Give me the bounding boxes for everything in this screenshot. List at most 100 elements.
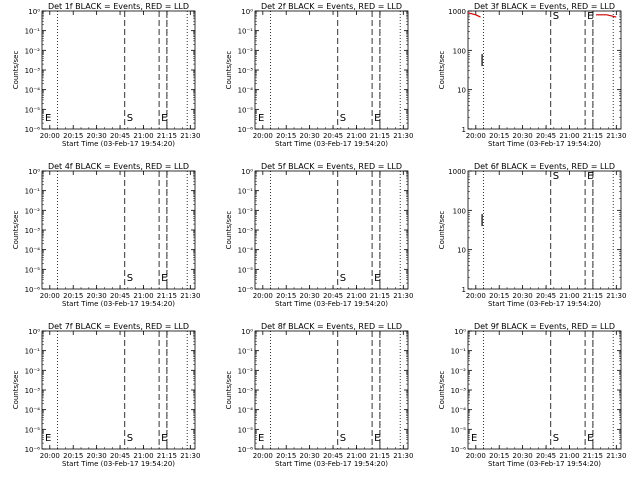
plot-frame xyxy=(467,170,622,290)
event-marker: E xyxy=(587,433,593,444)
x-tick-label: 21:30 xyxy=(606,132,626,140)
x-tick-label: 21:15 xyxy=(370,452,390,460)
x-tick-label: 20:45 xyxy=(323,452,343,460)
plot-title: Det 2f BLACK = Events, RED = LLD xyxy=(261,2,402,11)
x-tick-label: 21:15 xyxy=(370,292,390,300)
x-tick-label: 21:30 xyxy=(180,452,200,460)
x-tick-label: 20:45 xyxy=(323,292,343,300)
x-tick-label: 20:00 xyxy=(40,132,60,140)
x-tick-label: 20:00 xyxy=(253,132,273,140)
x-tick-label: 20:30 xyxy=(300,452,320,460)
x-tick-label: 21:00 xyxy=(559,292,579,300)
x-axis-label: Start Time (03-Feb-17 19:54:20) xyxy=(62,460,175,468)
x-tick-label: 21:30 xyxy=(180,292,200,300)
y-tick-label: 10⁰ xyxy=(241,168,253,176)
x-tick-label: 21:30 xyxy=(606,452,626,460)
y-tick-label: 1000 xyxy=(448,8,466,16)
y-axis-label: Counts/sec xyxy=(225,211,233,250)
event-marker: E xyxy=(161,433,167,444)
y-tick-label: 10⁻⁴ xyxy=(25,407,41,415)
y-tick-label: 10⁻⁵ xyxy=(25,266,41,274)
y-tick-label: 10⁻⁵ xyxy=(25,426,41,434)
plot-title: Det 9f BLACK = Events, RED = LLD xyxy=(474,322,615,331)
x-tick-label: 20:00 xyxy=(466,452,486,460)
y-tick-label: 10⁻¹ xyxy=(25,188,41,196)
plot-panel: Det 3f BLACK = Events, RED = LLD 1 10 100 10… xyxy=(438,2,626,148)
x-tick-label: 20:15 xyxy=(489,292,509,300)
y-axis-label: Counts/sec xyxy=(438,51,446,90)
plot-panel: Det 6f BLACK = Events, RED = LLD 1 10 100 10… xyxy=(438,162,626,308)
y-tick-label: 10⁰ xyxy=(28,168,40,176)
x-tick-label: 20:45 xyxy=(536,132,556,140)
x-tick-label: 21:00 xyxy=(346,452,366,460)
y-tick-label: 1 xyxy=(462,126,466,134)
y-axis-label: Counts/sec xyxy=(438,211,446,250)
y-tick-label: 10⁻⁴ xyxy=(451,407,467,415)
y-tick-label: 10⁻³ xyxy=(238,67,254,75)
y-tick-label: 10⁻³ xyxy=(238,227,254,235)
plot-title: Det 5f BLACK = Events, RED = LLD xyxy=(261,162,402,171)
x-tick-label: 21:30 xyxy=(180,132,200,140)
y-tick-label: 10⁻¹ xyxy=(25,348,41,356)
y-tick-label: 10⁻³ xyxy=(238,387,254,395)
y-tick-label: 10⁰ xyxy=(241,8,253,16)
y-tick-label: 10⁻¹ xyxy=(238,188,254,196)
y-tick-label: 10⁻³ xyxy=(25,227,41,235)
plot-panel: Det 2f BLACK = Events, RED = LLD 10⁻⁶ 10⁻⁵… xyxy=(225,2,413,148)
x-tick-label: 20:45 xyxy=(536,292,556,300)
x-tick-label: 20:45 xyxy=(110,292,130,300)
x-tick-label: 20:00 xyxy=(40,292,60,300)
x-tick-label: 21:15 xyxy=(157,452,177,460)
x-tick-label: 20:15 xyxy=(63,452,83,460)
event-marker: E xyxy=(374,113,380,124)
x-tick-label: 20:45 xyxy=(323,132,343,140)
x-axis-label: Start Time (03-Feb-17 19:54:20) xyxy=(488,460,601,468)
y-axis-label: Counts/sec xyxy=(225,371,233,410)
event-marker: S xyxy=(553,433,559,444)
x-tick-label: 20:15 xyxy=(276,292,296,300)
y-tick-label: 10⁻⁶ xyxy=(25,286,41,294)
x-tick-label: 21:15 xyxy=(157,132,177,140)
plot-frame xyxy=(467,330,622,450)
y-tick-label: 10⁻² xyxy=(238,207,254,215)
y-tick-label: 10⁰ xyxy=(241,328,253,336)
event-marker: E xyxy=(45,113,51,124)
y-tick-label: 1 xyxy=(462,286,466,294)
y-tick-label: 10⁻¹ xyxy=(238,28,254,36)
plot-frame xyxy=(41,10,196,130)
y-tick-label: 10⁻² xyxy=(451,367,467,375)
event-marker: E xyxy=(587,11,593,22)
y-tick-label: 100 xyxy=(453,207,466,215)
y-tick-label: 10⁻⁶ xyxy=(25,126,41,134)
x-tick-label: 20:15 xyxy=(63,132,83,140)
y-tick-label: 10⁻⁴ xyxy=(238,407,254,415)
x-tick-label: 21:00 xyxy=(133,132,153,140)
x-tick-label: 20:45 xyxy=(110,132,130,140)
plot-panel: Det 5f BLACK = Events, RED = LLD 10⁻⁶ 10⁻⁵… xyxy=(225,162,413,308)
event-marker: S xyxy=(340,113,346,124)
plot-panel: Det 9f BLACK = Events, RED = LLD 10⁻⁶ 10⁻⁵… xyxy=(438,322,626,468)
x-tick-label: 20:00 xyxy=(253,452,273,460)
y-tick-label: 10⁻⁴ xyxy=(25,87,41,95)
event-marker: E xyxy=(471,433,477,444)
event-marker: E xyxy=(374,433,380,444)
y-tick-label: 10⁻⁵ xyxy=(451,426,467,434)
plot-panel: Det 1f BLACK = Events, RED = LLD 10⁻⁶ 10⁻⁵… xyxy=(12,2,200,148)
x-tick-label: 20:00 xyxy=(40,452,60,460)
event-marker: E xyxy=(45,433,51,444)
y-tick-label: 10⁻⁶ xyxy=(238,286,254,294)
x-tick-label: 21:00 xyxy=(133,452,153,460)
x-axis-label: Start Time (03-Feb-17 19:54:20) xyxy=(488,140,601,148)
event-marker: S xyxy=(553,171,559,182)
series-line xyxy=(596,14,617,18)
x-tick-label: 20:00 xyxy=(253,292,273,300)
event-marker: E xyxy=(587,171,593,182)
x-tick-label: 21:30 xyxy=(606,292,626,300)
y-tick-label: 10⁻⁵ xyxy=(238,426,254,434)
y-tick-label: 10⁻⁶ xyxy=(25,446,41,454)
y-tick-label: 10 xyxy=(457,87,466,95)
y-tick-label: 10⁻² xyxy=(25,367,41,375)
y-tick-label: 10⁻⁴ xyxy=(238,87,254,95)
x-tick-label: 20:30 xyxy=(300,292,320,300)
